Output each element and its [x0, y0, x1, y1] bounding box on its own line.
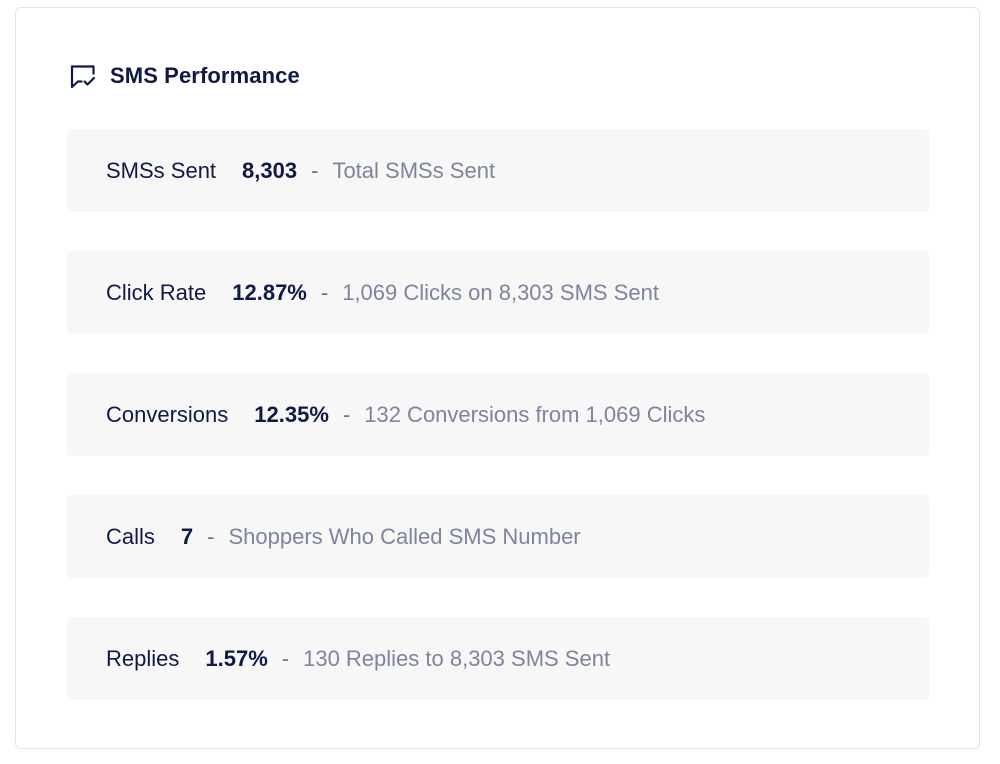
metric-separator: - — [281, 645, 290, 671]
sms-performance-card: SMS Performance SMSs Sent 8,303 - Total … — [15, 7, 980, 749]
metric-row-calls: Calls 7 - Shoppers Who Called SMS Number — [67, 495, 929, 578]
metric-description: 1,069 Clicks on 8,303 SMS Sent — [342, 279, 659, 305]
metric-row-smss-sent: SMSs Sent 8,303 - Total SMSs Sent — [67, 129, 929, 212]
metric-row-conversions: Conversions 12.35% - 132 Conversions fro… — [67, 373, 929, 456]
metric-value: 12.35% — [254, 401, 329, 427]
metric-separator: - — [311, 157, 319, 183]
card-header: SMS Performance — [69, 61, 300, 91]
metric-label: Replies — [106, 645, 180, 671]
metric-label: SMSs Sent — [106, 157, 217, 183]
metric-label: Conversions — [106, 401, 229, 427]
metric-value: 1.57% — [205, 645, 268, 671]
metric-row-replies: Replies 1.57% - 130 Replies to 8,303 SMS… — [67, 617, 929, 700]
metric-label: Click Rate — [106, 279, 207, 305]
metric-row-click-rate: Click Rate 12.87% - 1,069 Clicks on 8,30… — [67, 251, 929, 334]
metric-separator: - — [207, 523, 215, 549]
metric-description: Total SMSs Sent — [332, 157, 496, 183]
metric-description: 132 Conversions from 1,069 Clicks — [364, 401, 706, 427]
metrics-list: SMSs Sent 8,303 - Total SMSs Sent Click … — [67, 129, 929, 700]
metric-separator: - — [342, 401, 351, 427]
metric-separator: - — [320, 279, 329, 305]
metric-description: Shoppers Who Called SMS Number — [228, 523, 581, 549]
card-title: SMS Performance — [110, 63, 300, 88]
metric-label: Calls — [106, 523, 155, 549]
metric-value: 7 — [180, 523, 194, 549]
metric-description: 130 Replies to 8,303 SMS Sent — [303, 645, 611, 671]
metric-value: 8,303 — [242, 157, 298, 183]
message-check-icon — [69, 62, 97, 90]
metric-value: 12.87% — [232, 279, 307, 305]
